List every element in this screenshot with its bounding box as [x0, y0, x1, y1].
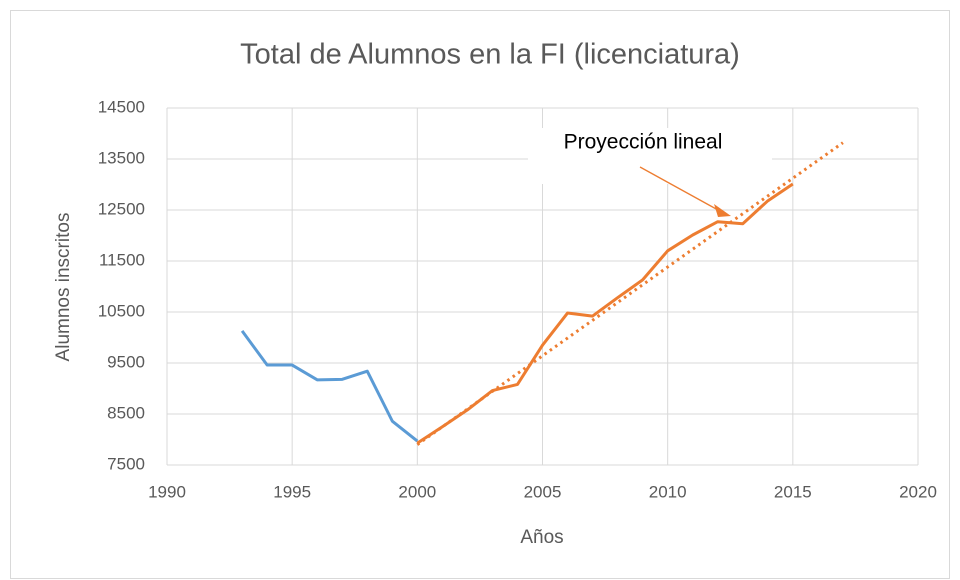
series-line: [240, 329, 419, 443]
annotation-box: [528, 128, 772, 184]
x-tick-label: 2020: [899, 482, 937, 501]
x-tick-label: 2010: [649, 482, 687, 501]
x-tick-label: 1990: [148, 482, 186, 501]
plot: [240, 141, 844, 446]
x-axis-title: Años: [520, 527, 563, 548]
y-axis-title: Alumnos inscritos: [53, 213, 74, 362]
y-tick-label: 11500: [99, 250, 145, 269]
annotation-arrowhead: [714, 204, 731, 217]
annotation: Proyección lineal: [564, 131, 723, 154]
y-tick-label: 13500: [98, 148, 145, 167]
annotation-arrow: [639, 166, 719, 211]
y-tick-label: 10500: [98, 301, 145, 320]
grid: 7500 8500 9500 10500 11500 12500 13500 14500 199…: [98, 97, 937, 501]
chart-title: Total de Alumnos en la FI (licenciatura): [240, 39, 740, 71]
x-tick-label: 2000: [398, 482, 436, 501]
y-tick-label: 9500: [107, 352, 145, 371]
x-tick-label: 1995: [273, 482, 311, 501]
y-tick-label: 12500: [98, 199, 145, 218]
x-tick-label: 2015: [774, 482, 812, 501]
trend-line: [416, 141, 844, 446]
x-tick-label: 2005: [524, 482, 562, 501]
y-tick-label: 14500: [98, 97, 145, 116]
y-tick-label: 7500: [107, 454, 145, 473]
y-tick-label: 8500: [107, 403, 145, 422]
